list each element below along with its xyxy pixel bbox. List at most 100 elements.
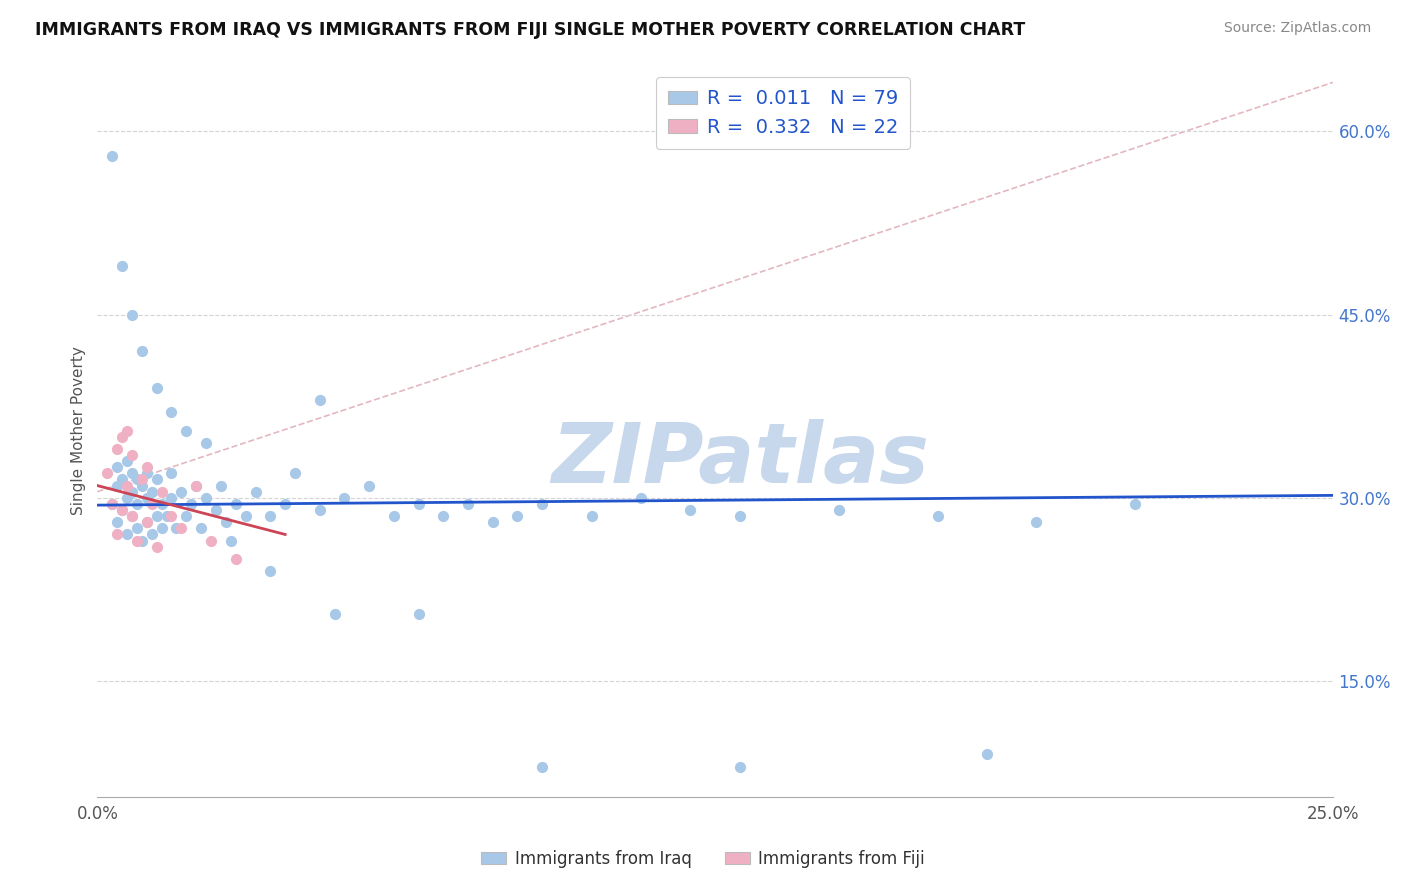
Point (105, 527, 128, 541)
Point (121, 467, 143, 481)
Point (101, 497, 124, 511)
Point (150, 484, 173, 499)
Point (333, 491, 356, 505)
Y-axis label: Single Mother Poverty: Single Mother Poverty (72, 346, 86, 515)
Point (141, 484, 163, 499)
Point (105, 515, 128, 529)
Point (115, 478, 138, 492)
Point (105, 478, 128, 492)
Point (170, 484, 193, 499)
Point (121, 509, 143, 524)
Legend: Immigrants from Iraq, Immigrants from Fiji: Immigrants from Iraq, Immigrants from Fi… (475, 844, 931, 875)
Point (121, 448, 143, 462)
Point (176, 509, 198, 524)
Point (160, 405, 183, 419)
Point (679, 503, 702, 517)
Point (205, 503, 228, 517)
Point (115, 454, 138, 468)
Point (111, 473, 134, 487)
Point (125, 473, 148, 487)
Point (927, 509, 949, 524)
Point (131, 473, 153, 487)
Point (274, 497, 297, 511)
Point (195, 435, 218, 450)
Point (531, 759, 554, 773)
Point (125, 533, 148, 548)
Point (125, 521, 148, 535)
Point (170, 521, 193, 535)
Point (145, 381, 167, 395)
Point (190, 521, 212, 535)
Point (382, 509, 405, 524)
Point (828, 503, 851, 517)
Point (259, 564, 281, 578)
Point (160, 509, 183, 524)
Point (96, 467, 118, 481)
Point (105, 460, 128, 475)
Point (209, 478, 232, 492)
Point (121, 484, 143, 499)
Point (121, 308, 143, 322)
Point (186, 478, 208, 492)
Point (135, 515, 157, 529)
Point (359, 478, 381, 492)
Point (186, 478, 208, 492)
Point (176, 424, 198, 438)
Point (101, 497, 124, 511)
Point (141, 497, 163, 511)
Point (581, 509, 603, 524)
Point (125, 497, 148, 511)
Point (135, 460, 157, 475)
Point (630, 491, 652, 505)
Point (111, 430, 134, 444)
Point (245, 484, 267, 499)
Point (115, 527, 138, 541)
Point (121, 509, 143, 524)
Point (323, 607, 346, 621)
Point (165, 521, 187, 535)
Legend: R =  0.011   N = 79, R =  0.332   N = 22: R = 0.011 N = 79, R = 0.332 N = 22 (657, 78, 910, 148)
Point (145, 540, 167, 554)
Point (115, 491, 138, 505)
Point (976, 747, 998, 762)
Point (531, 497, 554, 511)
Point (259, 509, 281, 524)
Point (155, 509, 177, 524)
Point (728, 759, 751, 773)
Point (111, 503, 134, 517)
Point (284, 467, 307, 481)
Point (408, 607, 430, 621)
Point (131, 533, 153, 548)
Point (105, 442, 128, 456)
Point (408, 497, 430, 511)
Point (308, 503, 330, 517)
Point (101, 149, 124, 163)
Point (195, 491, 218, 505)
Point (225, 552, 247, 566)
Point (160, 491, 183, 505)
Point (115, 424, 138, 438)
Point (432, 509, 454, 524)
Point (1123, 497, 1146, 511)
Point (219, 533, 242, 548)
Point (131, 478, 153, 492)
Point (481, 515, 503, 529)
Point (160, 467, 183, 481)
Point (457, 497, 479, 511)
Point (135, 467, 157, 481)
Text: IMMIGRANTS FROM IRAQ VS IMMIGRANTS FROM FIJI SINGLE MOTHER POVERTY CORRELATION C: IMMIGRANTS FROM IRAQ VS IMMIGRANTS FROM … (35, 21, 1025, 39)
Point (150, 521, 173, 535)
Point (135, 491, 157, 505)
Point (111, 259, 134, 273)
Point (235, 509, 257, 524)
Point (308, 392, 330, 407)
Point (200, 533, 222, 548)
Point (141, 527, 163, 541)
Point (180, 497, 202, 511)
Point (145, 509, 167, 524)
Point (145, 473, 167, 487)
Text: Source: ZipAtlas.com: Source: ZipAtlas.com (1223, 21, 1371, 36)
Point (225, 497, 247, 511)
Point (506, 509, 529, 524)
Point (1025, 515, 1047, 529)
